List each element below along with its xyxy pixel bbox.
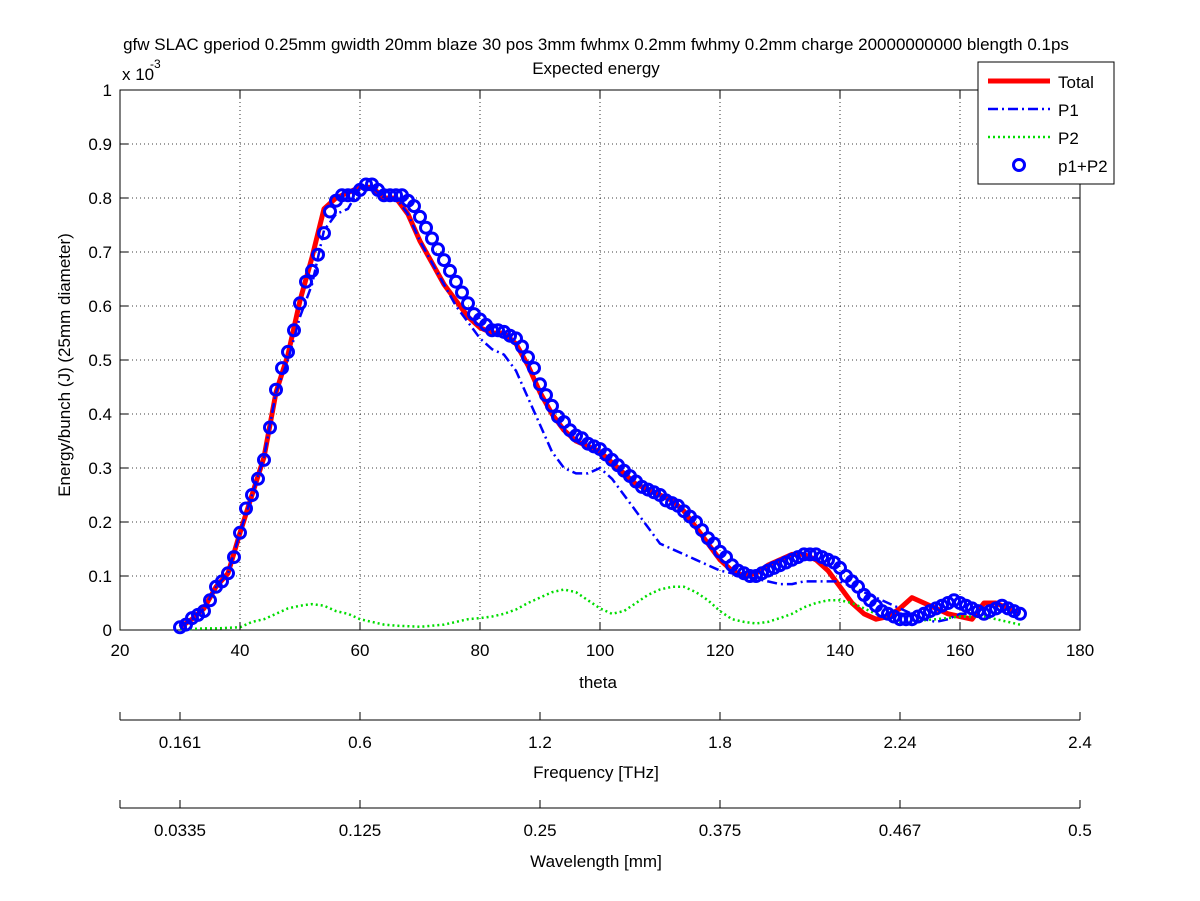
legend-label-p1: P1 xyxy=(1058,101,1079,120)
y-tick-label: 0.4 xyxy=(88,405,112,424)
data-point-marker xyxy=(1013,606,1027,621)
data-point-marker xyxy=(521,350,535,365)
y-tick-label: 0.3 xyxy=(88,459,112,478)
frequency-axis: 0.161 0.6 1.2 1.8 2.24 2.4 xyxy=(119,712,1092,752)
data-point-marker xyxy=(299,274,313,289)
secondary-tick-label: 0.6 xyxy=(348,733,372,752)
data-point-marker xyxy=(203,593,217,608)
data-point-marker xyxy=(323,204,337,219)
data-point-marker xyxy=(515,339,529,354)
data-point-marker xyxy=(293,296,307,311)
data-point-marker xyxy=(275,361,289,376)
data-point-marker xyxy=(281,344,295,359)
data-point-marker xyxy=(413,209,427,224)
series-p1-p2-markers xyxy=(173,177,1027,635)
data-point-marker xyxy=(263,420,277,435)
y-axis-label: Energy/bunch (J) (25mm diameter) xyxy=(55,233,74,497)
wavelength-axis-label: Wavelength [mm] xyxy=(530,852,662,871)
secondary-tick-label: 0.25 xyxy=(523,821,556,840)
data-point-marker xyxy=(341,188,355,203)
data-point-marker xyxy=(533,377,547,392)
data-point-marker xyxy=(227,550,241,565)
x-tick-label: 180 xyxy=(1066,641,1094,660)
data-point-marker xyxy=(389,188,403,203)
data-point-marker xyxy=(527,361,541,376)
data-point-marker xyxy=(899,612,913,627)
data-point-marker xyxy=(311,247,325,262)
x-tick-label: 160 xyxy=(946,641,974,660)
data-point-marker xyxy=(803,547,817,562)
legend-swatch-p1p2 xyxy=(1012,158,1026,172)
legend-label-total: Total xyxy=(1058,73,1094,92)
data-point-marker xyxy=(449,274,463,289)
secondary-tick-label: 0.125 xyxy=(339,821,382,840)
data-point-marker xyxy=(455,285,469,300)
x-tick-label: 140 xyxy=(826,641,854,660)
chart-subtitle: Expected energy xyxy=(532,59,660,78)
data-point-marker xyxy=(233,525,247,540)
y-exponent-base: x 10 xyxy=(122,65,154,84)
data-point-marker xyxy=(407,199,421,214)
data-point-marker xyxy=(257,452,271,467)
data-point-marker xyxy=(743,569,757,583)
x-tick-label: 60 xyxy=(351,641,370,660)
secondary-tick-label: 0.0335 xyxy=(154,821,206,840)
data-point-marker xyxy=(443,263,457,278)
secondary-tick-label: 1.2 xyxy=(528,733,552,752)
y-tick-label: 0.6 xyxy=(88,297,112,316)
data-point-marker xyxy=(359,177,373,192)
plot-area: 0 0.1 0.2 0.3 0.4 0.5 0.6 0.7 0.8 0.9 1 20 40 60 80 10… xyxy=(88,81,1094,660)
data-point-marker xyxy=(425,231,439,246)
data-point-marker xyxy=(239,501,253,516)
y-tick-label: 0.7 xyxy=(88,243,112,262)
secondary-tick-label: 2.4 xyxy=(1068,733,1092,752)
y-tick-label: 0 xyxy=(103,621,112,640)
data-point-marker xyxy=(221,566,235,581)
data-point-marker xyxy=(539,388,553,403)
data-point-marker xyxy=(245,488,259,502)
data-point-marker xyxy=(461,296,475,311)
series-p1-line xyxy=(179,185,1021,629)
x-tick-label: 100 xyxy=(586,641,614,660)
data-point-marker xyxy=(437,253,451,268)
x-tick-label: 80 xyxy=(471,641,490,660)
x-axis-label: theta xyxy=(579,673,617,692)
y-exponent-power: -3 xyxy=(150,57,161,71)
y-tick-label: 0.9 xyxy=(88,135,112,154)
data-point-marker xyxy=(491,323,505,338)
secondary-tick-label: 0.5 xyxy=(1068,821,1092,840)
data-point-marker xyxy=(287,323,301,338)
y-tick-label: 1 xyxy=(103,81,112,100)
x-tick-label: 20 xyxy=(111,641,130,660)
secondary-tick-label: 0.161 xyxy=(159,733,202,752)
legend-label-p2: P2 xyxy=(1058,129,1079,148)
legend-label-p1p2: p1+P2 xyxy=(1058,157,1108,176)
legend: Total P1 P2 p1+P2 xyxy=(977,61,1115,185)
data-point-marker xyxy=(269,382,283,397)
x-tick-label: 40 xyxy=(231,641,250,660)
secondary-tick-label: 1.8 xyxy=(708,733,732,752)
data-point-marker xyxy=(545,398,559,413)
series-layer xyxy=(173,177,1027,635)
data-point-marker xyxy=(251,471,265,486)
y-tick-label: 0.2 xyxy=(88,513,112,532)
y-tick-label: 0.5 xyxy=(88,351,112,370)
secondary-tick-label: 0.467 xyxy=(879,821,922,840)
x-tick-label: 120 xyxy=(706,641,734,660)
frequency-axis-label: Frequency [THz] xyxy=(533,763,659,782)
chart-title: gfw SLAC gperiod 0.25mm gwidth 20mm blaz… xyxy=(123,35,1069,54)
wavelength-axis: 0.0335 0.125 0.25 0.375 0.467 0.5 xyxy=(119,800,1092,840)
data-point-marker xyxy=(431,242,445,257)
data-point-marker xyxy=(197,604,211,619)
y-tick-label: 0.8 xyxy=(88,189,112,208)
x-axis-ticks: 20 40 60 80 100 120 140 160 180 xyxy=(111,90,1094,660)
y-axis-ticks: 0 0.1 0.2 0.3 0.4 0.5 0.6 0.7 0.8 0.9 1 xyxy=(88,81,1080,640)
data-point-marker xyxy=(317,226,331,241)
secondary-tick-label: 0.375 xyxy=(699,821,742,840)
data-point-marker xyxy=(305,263,319,278)
y-tick-label: 0.1 xyxy=(88,567,112,586)
secondary-tick-label: 2.24 xyxy=(883,733,916,752)
data-point-marker xyxy=(419,220,433,235)
